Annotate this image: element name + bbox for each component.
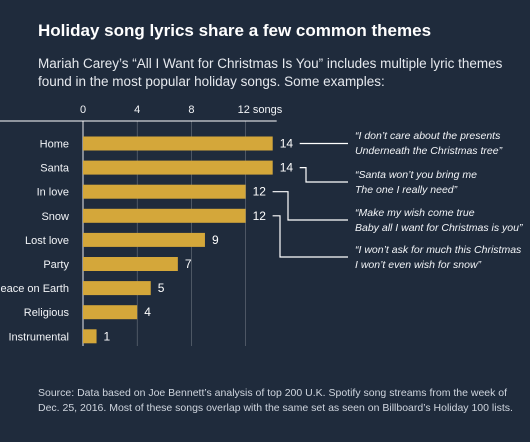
value-label: 5 [158, 281, 165, 295]
bar [83, 208, 246, 223]
bar [83, 160, 273, 175]
chart-subtitle: Mariah Carey’s “All I Want for Christmas… [38, 56, 503, 89]
value-label: 12 [253, 185, 267, 199]
annotation-quote-line: “Make my wish come true [355, 207, 475, 219]
x-tick-label: 8 [188, 104, 194, 116]
bar [83, 305, 138, 320]
value-label: 1 [104, 329, 111, 343]
annotation-connector [272, 215, 348, 258]
category-label: In love [37, 187, 69, 199]
annotation-quote-line: “I don’t care about the presents [355, 130, 501, 142]
source-note: Source: Data based on Joe Bennett’s anal… [38, 387, 513, 414]
bar [83, 281, 151, 296]
category-label: Home [40, 139, 69, 151]
value-label: 12 [253, 209, 267, 223]
category-label: Lost love [25, 235, 69, 247]
bar [83, 136, 273, 151]
category-label: Snow [41, 211, 69, 223]
category-label: Party [43, 259, 69, 271]
annotation-connector [299, 167, 348, 183]
x-tick-label: 12 songs [238, 104, 283, 116]
bars [83, 136, 273, 344]
value-labels: 14 14 12 12 9 7 54 1 [104, 137, 294, 344]
annotation-quote-line: Underneath the Christmas tree” [355, 145, 503, 157]
value-label: 14 [280, 137, 294, 151]
category-label: Santa [40, 163, 70, 175]
value-label: 9 [212, 233, 219, 247]
annotation-quote-line: “I won’t ask for much this Christmas [355, 244, 522, 256]
annotation-connector [272, 191, 348, 221]
value-label: 7 [185, 257, 192, 271]
x-tick-label: 0 [80, 104, 86, 116]
bar [83, 257, 178, 271]
bar [83, 329, 97, 344]
category-labels: Home Santa In love Snow Lost love Party Peace … [0, 139, 70, 344]
annotation-quote-line: I won’t even wish for snow” [355, 259, 482, 271]
x-axis-ticks: 0 4 8 12 songs [80, 104, 283, 116]
category-label: Religious [24, 307, 70, 319]
value-label: 4 [144, 305, 151, 319]
bar [83, 184, 246, 199]
annotations: “I don’t care about the presents Undernea… [272, 130, 523, 271]
chart-title: Holiday song lyrics share a few common t… [38, 21, 432, 40]
bar [83, 232, 205, 247]
annotation-quote-line: The one I really need” [355, 184, 458, 196]
annotation-quote-line: “Santa won’t you bring me [355, 169, 477, 181]
annotation-quote-line: Baby all I want for Christmas is you” [355, 222, 523, 234]
category-label: Instrumental [8, 331, 69, 343]
value-label: 14 [280, 161, 294, 175]
category-label: Peace on Earth [0, 283, 69, 295]
x-tick-label: 4 [134, 104, 140, 116]
